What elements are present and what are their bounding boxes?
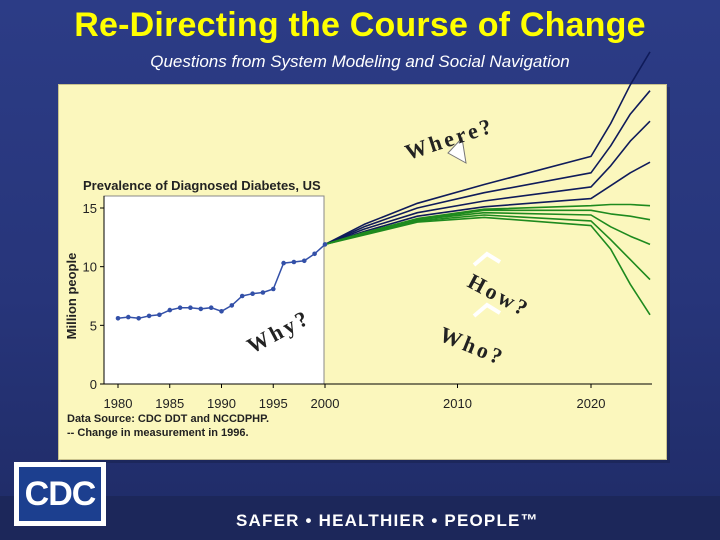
data-source-note: Data Source: CDC DDT and NCCDPHP.: [67, 413, 269, 425]
historical-point: [322, 242, 328, 247]
who-arrow: [472, 302, 502, 318]
historical-point: [208, 305, 214, 311]
who-callout: Who?: [436, 321, 509, 370]
x-tick-label: 1985: [155, 396, 184, 411]
where-callout: Where?: [402, 113, 497, 165]
why-arrow: [256, 302, 300, 329]
chart-title: Prevalence of Diagnosed Diabetes, US: [83, 178, 321, 193]
historical-point: [312, 251, 317, 257]
historical-point: [167, 307, 173, 313]
measurement-change-note: -- Change in measurement in 1996.: [67, 427, 249, 439]
historical-point: [126, 314, 131, 320]
y-tick-label: 10: [83, 260, 97, 275]
x-tick-label: 2000: [311, 396, 340, 411]
historical-point: [157, 312, 162, 318]
historical-point: [302, 258, 307, 264]
historical-point: [260, 290, 266, 295]
x-tick-label: 1990: [207, 396, 236, 411]
slide-subtitle: Questions from System Modeling and Socia…: [150, 52, 570, 71]
historical-point: [115, 316, 121, 321]
historical-point: [188, 305, 193, 311]
historical-point: [198, 306, 204, 312]
footer-tagline: SAFER • HEALTHIER • PEOPLE™: [236, 511, 539, 530]
y-tick-label: 15: [83, 201, 97, 216]
historical-point: [136, 316, 141, 321]
x-tick-label: 1980: [104, 396, 133, 411]
historical-point: [229, 303, 235, 308]
historical-point: [146, 313, 152, 319]
projection-line: [324, 51, 651, 246]
slide-title: Re-Directing the Course of Change: [74, 6, 646, 44]
historical-point: [219, 309, 224, 314]
historical-point: [239, 293, 245, 299]
y-tick-label: 0: [90, 377, 97, 392]
x-tick-label: 2020: [577, 396, 606, 411]
y-tick-label: 5: [90, 318, 97, 333]
historical-point: [271, 286, 276, 292]
where-arrow: [447, 136, 467, 164]
projection-line: [324, 161, 651, 246]
historical-point: [177, 305, 183, 311]
historical-point: [281, 260, 286, 266]
historical-inset: [103, 195, 325, 385]
projection-line: [324, 216, 651, 316]
historical-point: [291, 259, 297, 265]
footer-bar: [0, 496, 720, 540]
projection-line: [324, 120, 651, 246]
cdc-logo: CDC: [14, 462, 106, 526]
y-axis-label: Million people: [64, 253, 79, 340]
historical-point: [250, 291, 255, 297]
cdc-logo-text: CDC: [24, 475, 97, 513]
projection-line: [324, 90, 651, 246]
projection-line: [324, 214, 651, 281]
x-tick-label: 1995: [259, 396, 288, 411]
how-arrow: [472, 251, 502, 267]
projection-line: [324, 209, 651, 246]
x-tick-label: 2010: [443, 396, 472, 411]
